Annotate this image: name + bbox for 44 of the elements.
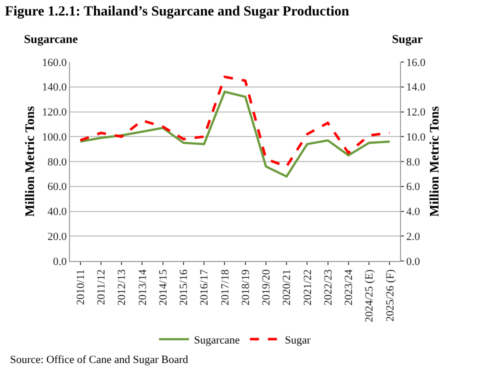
x-tick-label: 2013/14 [136,268,149,306]
x-tick-label: 2025/26 (F) [384,269,396,322]
x-tick-label: 2018/19 [240,268,252,306]
x-tick-label: 2012/13 [116,268,128,306]
y2-tick-label: 8.0 [406,156,420,168]
legend-label: Sugar [284,334,311,346]
y2-axis-title: Million Metric Tons [426,106,442,217]
x-tick-label: 2024/25 (E) [364,269,376,322]
y-tick-label: 160.0 [42,56,68,69]
y2-tick-label: 10.0 [406,131,426,144]
y2-tick-label: 2.0 [406,230,420,243]
y-tick-label: 80.0 [48,156,68,168]
y-tick-label: 0.0 [53,256,68,268]
x-tick-label: 2011/12 [96,269,108,306]
y2-tick-label: 12.0 [406,106,426,119]
y2-tick-label: 14.0 [406,82,426,94]
legend-label: Sugarcane [194,334,240,346]
y-axis-title: Million Metric Tons [22,106,37,217]
source-note: Source: Office of Cane and Sugar Board [10,354,189,366]
chart-title: Figure 1.2.1: Thailand’s Sugarcane and Sugar Production [4,4,350,20]
x-tick-label: 2023/24 [343,268,356,306]
x-tick-label: 2017/18 [219,268,232,306]
x-tick-label: 2016/17 [198,268,211,306]
x-tick-label: 2015/16 [178,268,190,306]
y-tick-label: 40.0 [48,206,68,218]
y2-tick-label: 16.0 [406,56,426,69]
x-tick-label: 2021/22 [302,269,314,306]
x-tick-label: 2019/20 [260,268,273,306]
text: Sugarcane [24,32,78,46]
x-tick-label: 2020/21 [281,269,294,306]
y-tick-label: 60.0 [48,181,68,194]
line-series [79,90,391,178]
y2-tick-label: 0.0 [406,256,420,268]
line-series [79,76,391,168]
x-tick-label: 2022/23 [322,268,334,306]
x-tick-label: 2014/15 [157,268,170,306]
y-tick-label: 120.0 [42,106,68,119]
y-tick-label: 20.0 [48,230,68,243]
y-tick-label: 100.0 [42,131,68,144]
text: Sugar [392,32,424,46]
y2-tick-label: 6.0 [406,181,420,194]
y2-tick-label: 4.0 [406,206,420,218]
x-tick-label: 2010/11 [74,269,87,306]
y-tick-label: 140.0 [42,82,68,94]
